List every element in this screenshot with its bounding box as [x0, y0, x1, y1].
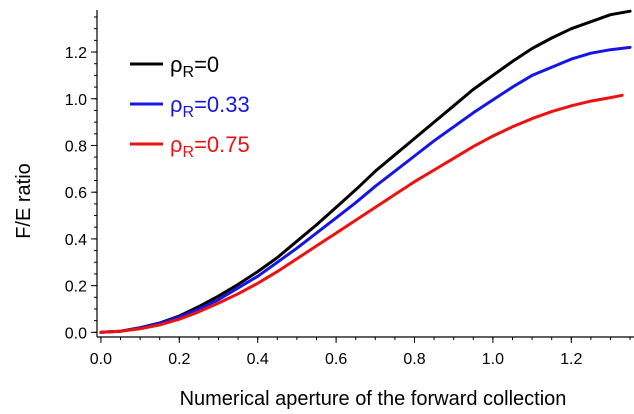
series-line-2	[99, 93, 624, 334]
legend-label-subscript: R	[183, 64, 195, 81]
x-tick-label: 1.0	[482, 351, 504, 368]
x-tick-label: 1.2	[560, 351, 582, 368]
y-tick-label: 1.0	[65, 92, 87, 109]
x-tick-label: 0.8	[403, 351, 425, 368]
legend-label-symbol: ρ	[170, 52, 183, 77]
legend-label-value: =0.33	[194, 92, 250, 117]
y-axis-title: F/E ratio	[13, 163, 35, 239]
legend-label-value: =0.75	[194, 132, 250, 157]
x-tick-label: 0.6	[325, 351, 347, 368]
legend-label-symbol: ρ	[170, 92, 183, 117]
axes: 0.0 0.2 0.4 0.6 0.8 1.0 1.2 0.0 0.2 0.4 0.6 0.8 1.0 1…	[65, 10, 634, 368]
series-line-1	[99, 45, 632, 334]
x-tick-label: 0.2	[168, 351, 190, 368]
y-tick-label: 0.8	[65, 138, 87, 155]
legend-label-value: =0	[194, 52, 219, 77]
y-tick-label: 1.2	[65, 45, 87, 62]
legend-label-1: ρR=0.33	[170, 92, 250, 121]
x-tick-label: 0.4	[247, 351, 269, 368]
x-tick-label: 0.0	[90, 351, 112, 368]
legend-label-subscript: R	[183, 104, 195, 121]
y-tick-label: 0.6	[65, 185, 87, 202]
y-tick-label: 0.2	[65, 279, 87, 296]
legend-label-2: ρR=0.75	[170, 132, 250, 161]
legend-label-symbol: ρ	[170, 132, 183, 157]
series-line-0	[99, 9, 632, 334]
y-tick-label: 0.0	[65, 325, 87, 342]
legend-label-0: ρR=0	[170, 52, 219, 81]
series-layer	[99, 9, 632, 334]
x-axis-title: Numerical aperture of the forward collec…	[180, 388, 567, 410]
y-tick-label: 0.4	[65, 232, 87, 249]
legend-label-subscript: R	[183, 144, 195, 161]
